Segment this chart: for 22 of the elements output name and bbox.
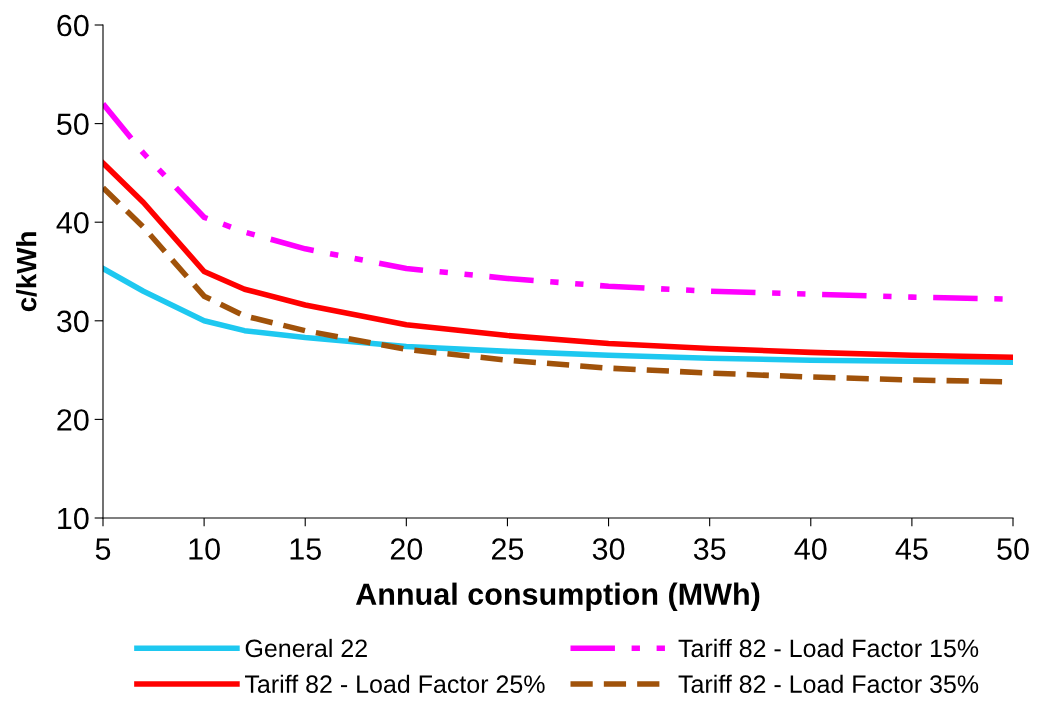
legend-label: Tariff 82 - Load Factor 15%	[678, 638, 979, 658]
y-tick-label: 10	[58, 507, 89, 530]
y-tick-label: 60	[57, 14, 89, 37]
x-tick-label: 20	[390, 538, 423, 560]
y-tick-label: 50	[57, 113, 89, 135]
x-tick-label: 15	[290, 538, 321, 560]
legend-label: Tariff 82 - Load Factor 35%	[678, 674, 979, 694]
x-tick-label: 40	[794, 538, 827, 560]
x-tick-label: 35	[693, 538, 726, 560]
y-tick-label: 20	[57, 409, 89, 431]
y-axis-title: c/kWh	[16, 232, 37, 312]
legend-label: General 22	[245, 638, 367, 658]
x-tick-label: 30	[592, 538, 625, 560]
x-tick-label: 25	[491, 538, 524, 560]
x-tick-label: 5	[95, 538, 111, 560]
x-tick-label: 50	[997, 538, 1029, 560]
y-tick-label: 30	[56, 310, 89, 333]
y-tick-label: 40	[56, 211, 89, 234]
x-tick-label: 10	[189, 538, 220, 560]
legend-label: Tariff 82 - Load Factor 25%	[245, 674, 545, 694]
x-axis-title: Annual consumption (MWh)	[355, 582, 760, 612]
x-tick-label: 45	[895, 538, 928, 560]
